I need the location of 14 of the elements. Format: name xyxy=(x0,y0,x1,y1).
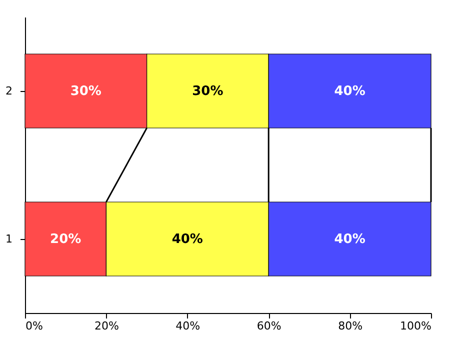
data-label: 40% xyxy=(334,232,366,247)
y-tick-label: 2 xyxy=(6,84,12,98)
x-tick-label: 60% xyxy=(256,320,282,332)
data-label: 20% xyxy=(50,232,82,247)
x-tick-label: 40% xyxy=(176,320,200,332)
data-label: 40% xyxy=(334,84,366,99)
x-tick-label: 100% xyxy=(400,320,432,332)
x-tick-label: 20% xyxy=(94,320,119,332)
y-tick-label: 1 xyxy=(6,232,12,246)
data-label: 30% xyxy=(70,84,102,99)
data-label: 40% xyxy=(172,232,203,247)
data-label: 30% xyxy=(192,84,224,99)
x-tick-label: 80% xyxy=(338,320,363,332)
x-tick-label: 0% xyxy=(26,320,43,332)
